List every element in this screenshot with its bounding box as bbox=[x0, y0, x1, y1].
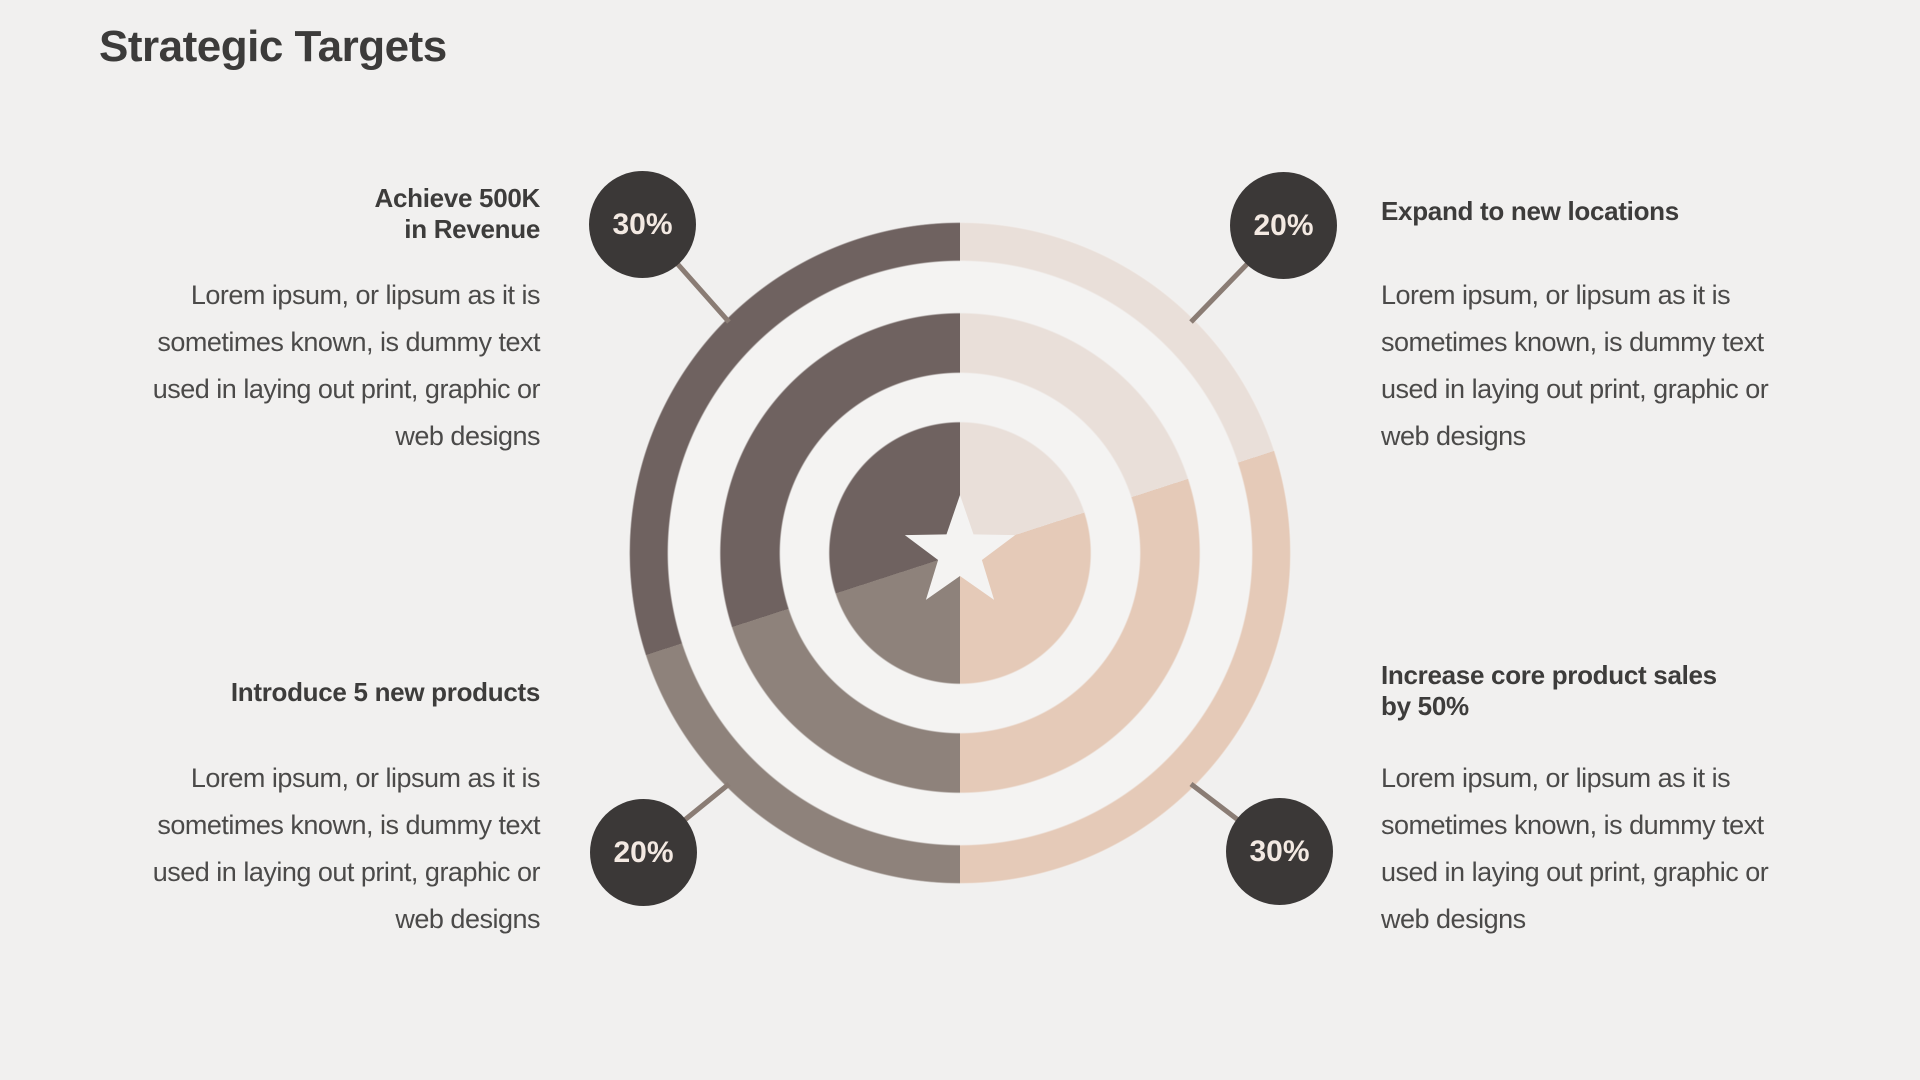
body-line: Lorem ipsum, or lipsum as it is bbox=[190, 763, 541, 793]
heading-line: Introduce 5 new products bbox=[230, 677, 540, 707]
heading-line: in Revenue bbox=[404, 214, 540, 244]
body-line: web designs bbox=[1381, 904, 1526, 934]
body-line: sometimes known, is dummy text bbox=[157, 810, 540, 840]
body-line: used in laying out print, graphic or bbox=[152, 374, 541, 404]
body-line: web designs bbox=[395, 904, 540, 934]
body-line: Lorem ipsum, or lipsum as it is bbox=[190, 280, 541, 310]
badge-bottom-left: 20% bbox=[590, 799, 697, 906]
body-line: sometimes known, is dummy text bbox=[1381, 810, 1764, 840]
body-line: used in laying out print, graphic or bbox=[1381, 374, 1769, 404]
body-line: Lorem ipsum, or lipsum as it is bbox=[1381, 763, 1731, 793]
callout-body-top-left: Lorem ipsum, or lipsum as it is sometime… bbox=[120, 272, 541, 460]
heading-line: by 50% bbox=[1381, 691, 1469, 721]
callout-heading-top-left: Achieve 500K in Revenue bbox=[120, 183, 540, 245]
heading-line: Increase core product sales bbox=[1381, 660, 1717, 690]
body-line: used in laying out print, graphic or bbox=[1381, 857, 1769, 887]
callout-heading-bottom-right: Increase core product sales by 50% bbox=[1381, 660, 1851, 722]
page-title: Strategic Targets bbox=[99, 22, 447, 71]
callout-body-bottom-left: Lorem ipsum, or lipsum as it is sometime… bbox=[120, 755, 541, 943]
heading-line: Achieve 500K bbox=[374, 183, 540, 213]
body-line: Lorem ipsum, or lipsum as it is bbox=[1381, 280, 1731, 310]
body-line: used in laying out print, graphic or bbox=[152, 857, 541, 887]
badge-top-left: 30% bbox=[589, 171, 696, 278]
body-line: sometimes known, is dummy text bbox=[1381, 327, 1764, 357]
body-line: web designs bbox=[1381, 421, 1526, 451]
callout-body-top-right: Lorem ipsum, or lipsum as it is sometime… bbox=[1381, 272, 1851, 460]
callout-heading-top-right: Expand to new locations bbox=[1381, 196, 1851, 227]
badge-top-right: 20% bbox=[1230, 172, 1337, 279]
body-line: sometimes known, is dummy text bbox=[157, 327, 540, 357]
callout-body-bottom-right: Lorem ipsum, or lipsum as it is sometime… bbox=[1381, 755, 1851, 943]
badge-bottom-right: 30% bbox=[1226, 798, 1333, 905]
heading-line: Expand to new locations bbox=[1381, 196, 1679, 226]
callout-heading-bottom-left: Introduce 5 new products bbox=[120, 677, 540, 708]
body-line: web designs bbox=[395, 421, 540, 451]
